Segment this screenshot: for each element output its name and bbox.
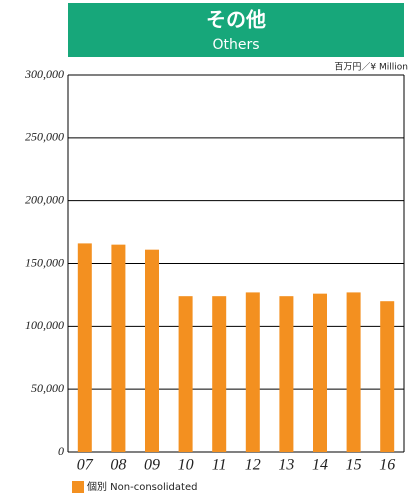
y-tick-label: 250,000: [25, 130, 64, 144]
x-tick-label: 13: [278, 457, 294, 474]
y-tick-label: 300,000: [24, 67, 64, 81]
y-tick-label: 150,000: [25, 255, 64, 269]
bar: [111, 244, 126, 452]
bar: [145, 249, 159, 452]
chart-subtitle: Others: [212, 37, 259, 53]
x-tick-label: 07: [77, 457, 94, 474]
chart-title: その他: [206, 8, 266, 32]
title-banner: [68, 3, 404, 57]
bar: [279, 296, 294, 452]
bar: [178, 296, 193, 452]
legend-label: 個別 Non-consolidated: [87, 480, 197, 493]
x-tick-label: 10: [178, 457, 194, 474]
x-tick-label: 09: [144, 457, 160, 474]
bar: [212, 296, 227, 452]
bar: [77, 243, 92, 452]
x-tick-label: 08: [110, 457, 126, 474]
y-tick-label: 0: [58, 444, 64, 458]
x-tick-label: 16: [379, 457, 395, 474]
x-tick-label: 14: [312, 457, 328, 474]
legend-swatch: [72, 481, 84, 493]
y-tick-label: 200,000: [25, 192, 64, 206]
y-tick-label: 50,000: [31, 381, 64, 395]
x-tick-label: 15: [346, 457, 362, 474]
y-tick-label: 100,000: [25, 318, 64, 332]
bar: [313, 293, 327, 452]
bar: [245, 292, 260, 452]
x-tick-label: 11: [212, 457, 227, 474]
bar: [380, 301, 395, 452]
unit-label: 百万円／¥ Million: [334, 62, 408, 73]
bar: [346, 292, 361, 452]
x-tick-label: 12: [245, 457, 261, 474]
